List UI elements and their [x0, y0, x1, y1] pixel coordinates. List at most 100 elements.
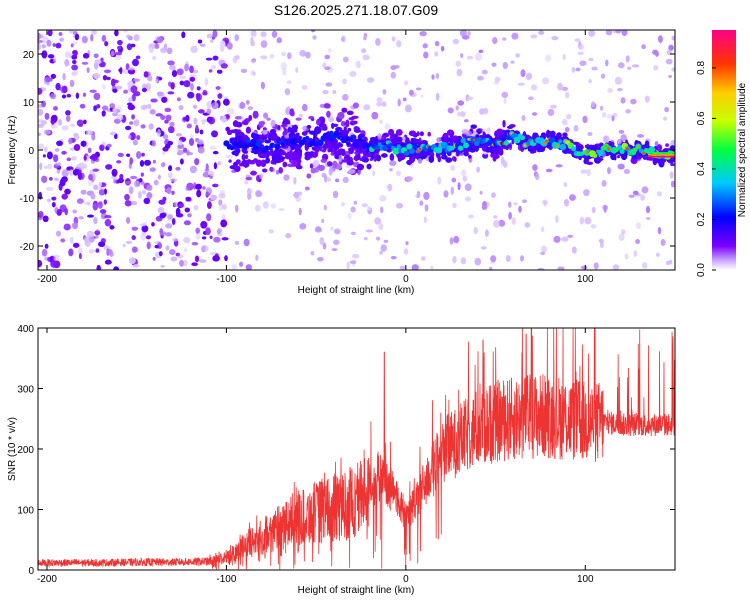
spectrogram-cell — [129, 121, 134, 125]
ridge-point — [242, 143, 249, 150]
spectrogram-cell — [482, 107, 489, 115]
spectrogram-cell — [367, 206, 371, 211]
spectrogram-cell — [316, 118, 321, 126]
spectrogram-cell — [337, 148, 345, 156]
ridge-point — [617, 144, 622, 150]
spectrogram-cell — [131, 114, 135, 120]
spectrogram-cell — [206, 100, 212, 109]
spectrogram-cell — [206, 108, 212, 115]
spectrogram-cell — [482, 128, 487, 133]
ridge-point — [593, 153, 598, 158]
spectrogram-cell — [235, 55, 240, 60]
spectrogram-cell — [164, 119, 169, 124]
spectrogram-cell — [183, 147, 188, 153]
x-tick-label: -100 — [216, 274, 236, 285]
spectrogram-cell — [239, 131, 244, 136]
x-tick-label: 100 — [577, 274, 594, 285]
spectrogram-cell — [104, 219, 112, 227]
spectrogram-cell — [517, 82, 526, 86]
spectrogram-cell — [452, 255, 457, 264]
spectrogram-cell — [591, 207, 596, 213]
spectrogram-cell — [478, 49, 484, 53]
spectrogram-cell — [183, 220, 191, 226]
spectrogram-cell — [159, 228, 163, 235]
spectrogram-cell — [38, 39, 44, 44]
spectrogram-cell — [326, 110, 331, 118]
spectrogram-cell — [249, 160, 256, 165]
spectrogram-cell — [508, 201, 512, 208]
spectrogram-cell — [424, 204, 429, 212]
spectrogram-cell — [515, 53, 520, 58]
colorbar-label: Normalized spectral amplitude — [737, 82, 748, 217]
spectrogram-cell — [567, 234, 574, 238]
spectrogram-cell — [491, 62, 497, 67]
spectrogram-cell — [83, 155, 87, 161]
spectrogram-cell — [378, 223, 384, 230]
spectrogram-cell — [356, 163, 364, 171]
ridge-point — [548, 137, 556, 144]
y-tick-label: 0 — [28, 566, 34, 577]
spectrogram-cell — [468, 214, 474, 219]
spectrogram-cell — [434, 51, 439, 57]
spectrogram-cell — [173, 202, 179, 208]
spectrogram-cell — [513, 202, 518, 206]
spectrogram-cell — [146, 184, 153, 191]
spectrogram-cell — [644, 95, 650, 103]
spectrogram-cell — [350, 206, 356, 213]
spectrogram-cell — [384, 123, 391, 131]
spectrogram-cell — [234, 116, 242, 120]
spectrogram-cell — [64, 208, 68, 216]
spectrogram-cell — [175, 167, 181, 171]
spectrogram-cell — [298, 113, 303, 118]
spectrogram-cell — [268, 229, 274, 234]
spectrogram-cell — [41, 248, 48, 257]
spectrogram-cell — [605, 30, 613, 36]
ridge-point — [648, 146, 656, 154]
spectrogram-cell — [156, 36, 164, 44]
spectrogram-cell — [268, 151, 273, 156]
spectrogram-cell — [171, 190, 175, 195]
spectrogram-cell — [334, 228, 341, 235]
spectrogram-cell — [436, 137, 442, 143]
spectrogram-cell — [403, 248, 409, 255]
spectrogram-cell — [112, 112, 119, 117]
spectrogram-cell — [405, 241, 409, 246]
spectrogram-cell — [61, 193, 68, 200]
spectrogram-cell — [480, 246, 487, 250]
spectrogram-cell — [54, 177, 59, 182]
spectrogram-cell — [101, 84, 106, 90]
spectrogram-cell — [580, 169, 588, 174]
spectrogram-cell — [146, 193, 153, 198]
spectrogram-cell — [263, 201, 269, 209]
spectrogram-cell — [234, 240, 240, 245]
spectrogram-cell — [587, 132, 593, 136]
ridge-point — [441, 141, 448, 149]
spectrogram-cell — [213, 162, 217, 170]
spectrogram-cell — [38, 212, 43, 216]
spectrogram-cell — [161, 96, 168, 103]
spectrogram-cell — [177, 150, 185, 155]
spectrogram-cell — [479, 190, 483, 195]
spectrogram-cell — [250, 36, 254, 44]
spectrogram-cell — [591, 66, 598, 71]
spectrogram-cell — [103, 199, 108, 205]
spectrogram-cell — [455, 60, 461, 67]
spectrogram-cell — [163, 43, 168, 51]
spectrogram-cell — [494, 76, 501, 83]
spectrogram-cell — [396, 170, 401, 176]
ridge-point — [503, 140, 509, 146]
ridge-point — [382, 145, 389, 152]
spectrogram-cell — [99, 144, 105, 151]
spectrogram-cell — [209, 145, 217, 150]
spectrogram-cell — [80, 140, 87, 147]
spectrogram-cell — [265, 157, 270, 164]
ridge-peak-point — [636, 145, 640, 148]
spectrogram-cell — [75, 92, 80, 99]
spectrogram-cell — [126, 217, 131, 224]
spectrogram-cell — [233, 165, 241, 172]
spectrogram-cell — [68, 137, 73, 145]
spectrogram-cell — [59, 37, 64, 42]
spectrogram-cell — [97, 201, 103, 209]
spectrogram-cell — [206, 33, 213, 39]
spectrogram-cell — [222, 203, 227, 210]
